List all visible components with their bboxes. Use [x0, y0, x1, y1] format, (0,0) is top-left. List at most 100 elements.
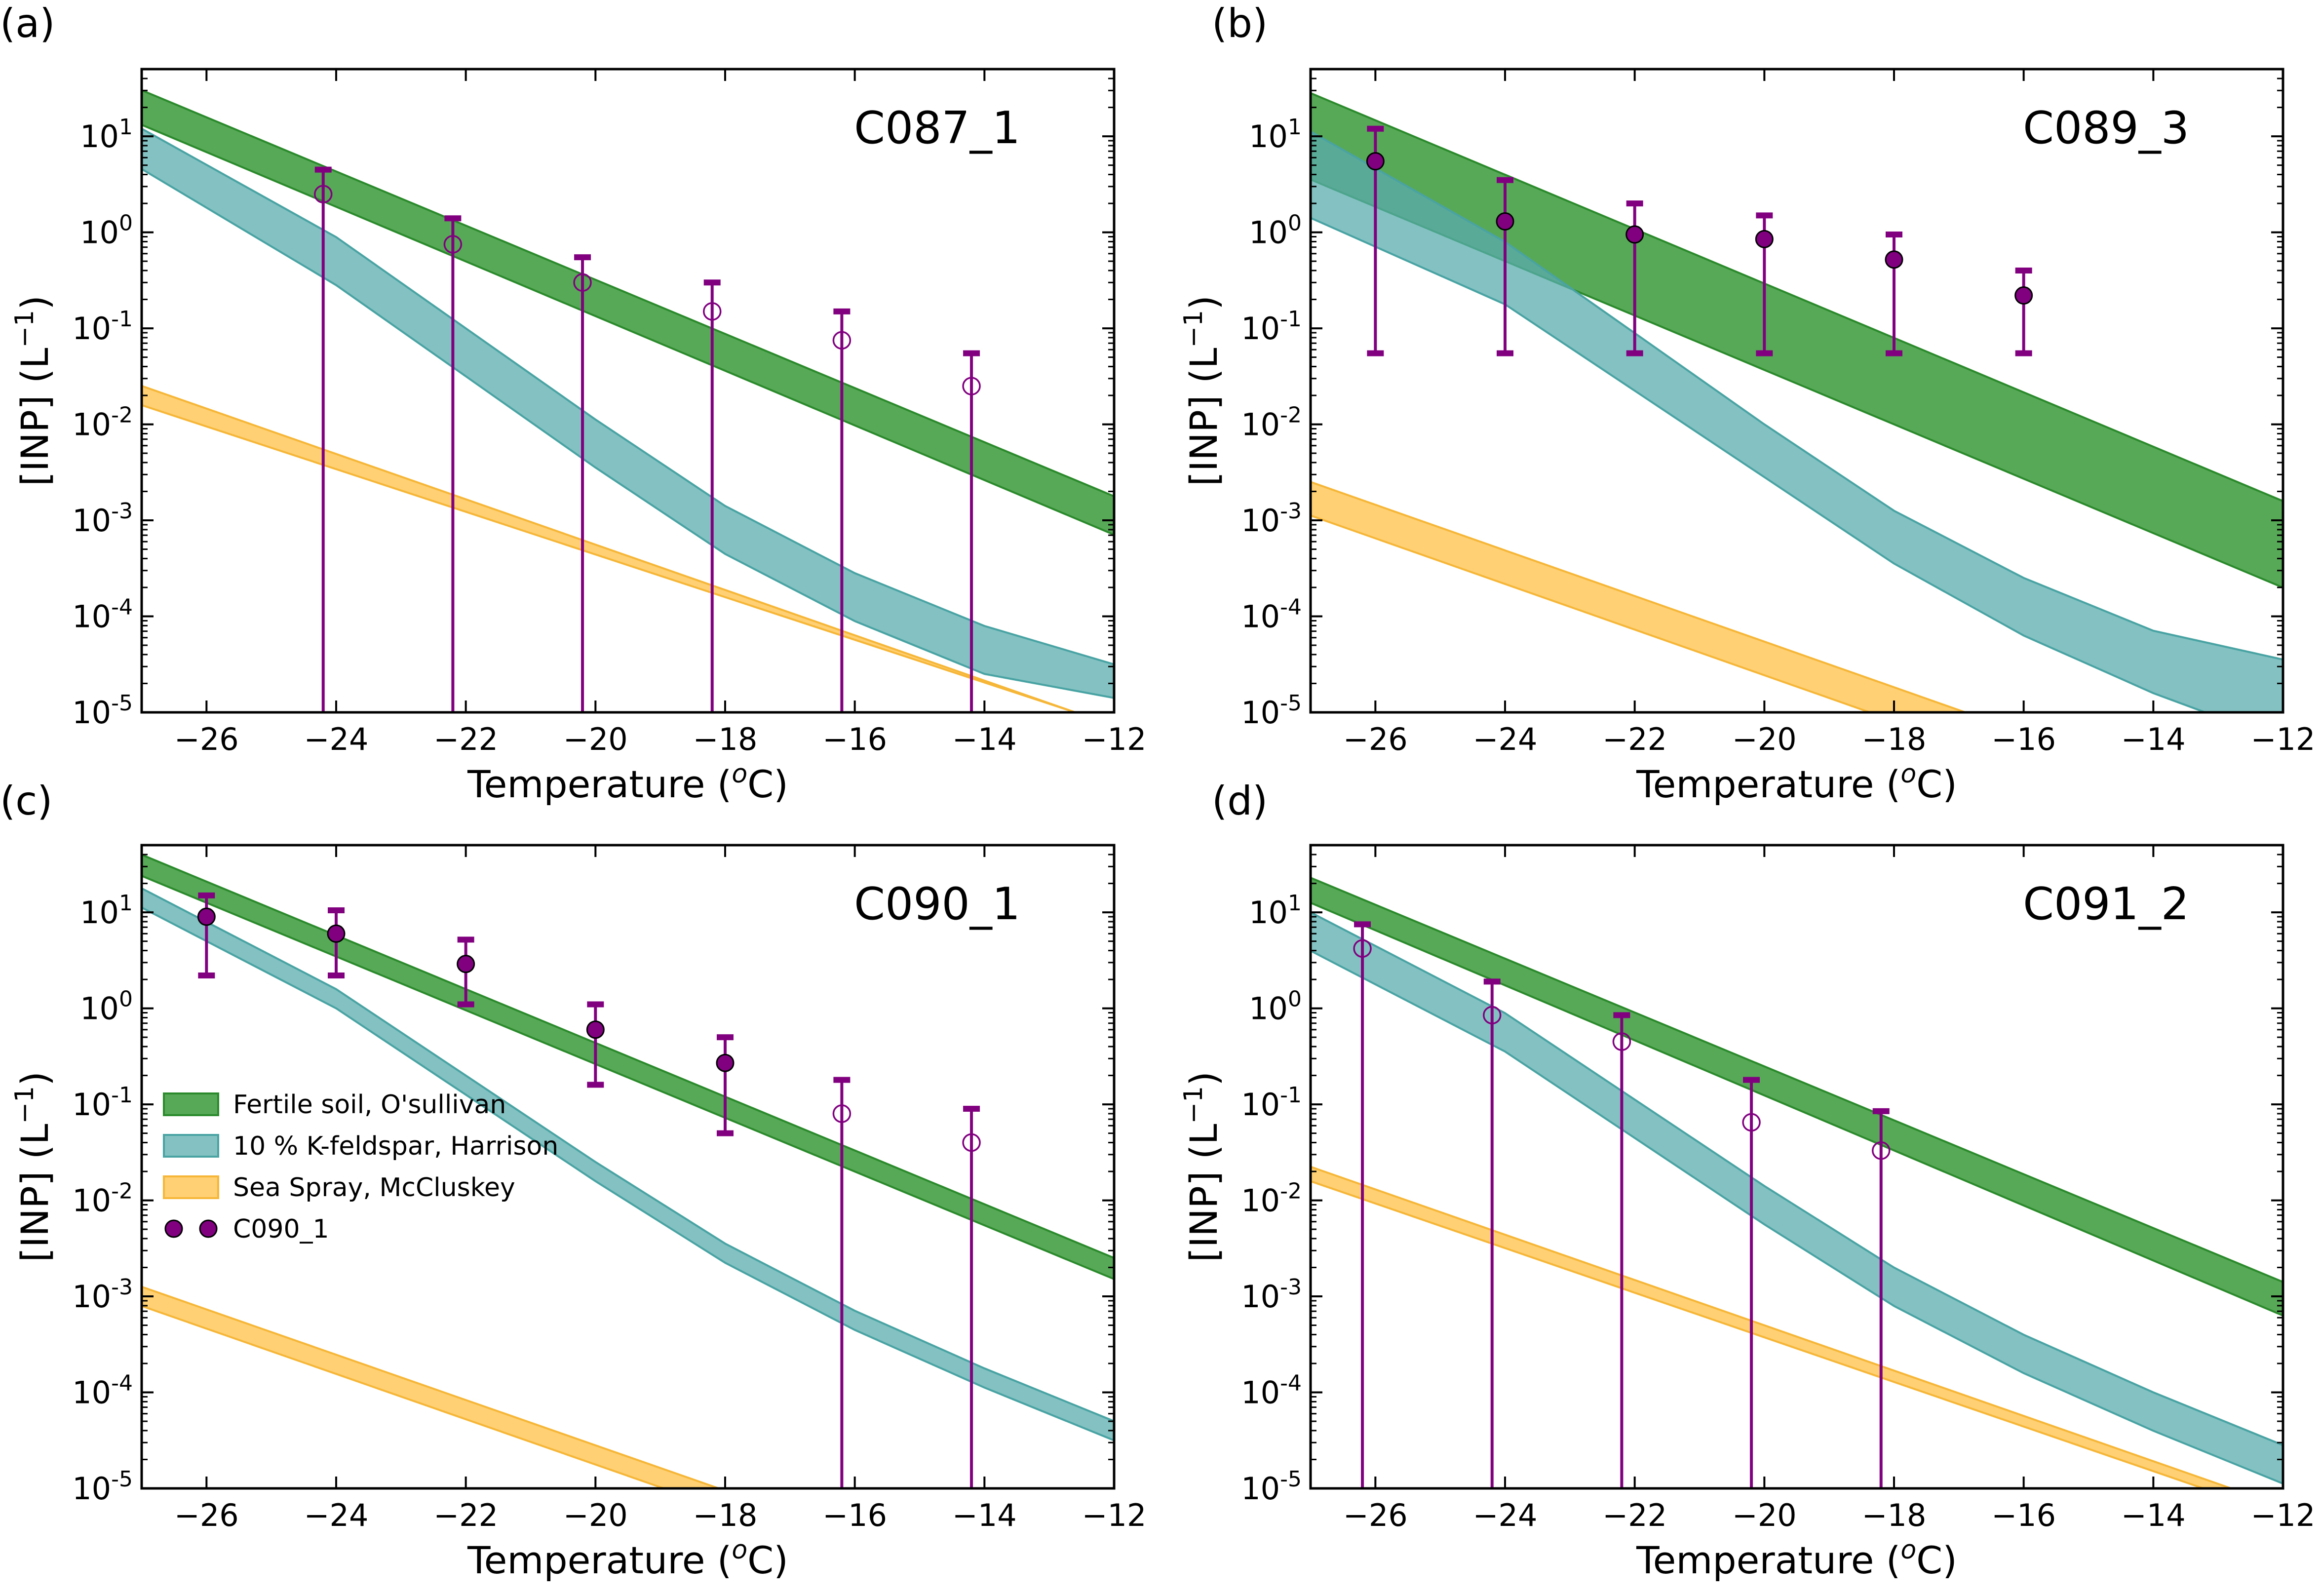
- x-axis-label: Temperature (oC): [467, 1535, 788, 1582]
- data-point: [327, 924, 346, 943]
- data-point: [702, 302, 722, 321]
- x-tick-label: −24: [304, 721, 369, 757]
- axes-frame: [1309, 68, 2284, 714]
- band-feldspar: [142, 127, 1114, 699]
- panel-title: C091_2: [2023, 878, 2189, 930]
- plot-area: [142, 854, 1114, 1488]
- legend-marker: [199, 1219, 218, 1238]
- y-tick-label: 10-4: [72, 1371, 133, 1411]
- data-point: [457, 955, 475, 973]
- axes-frame: [140, 844, 1116, 1490]
- x-tick-label: −24: [1473, 721, 1538, 757]
- x-tick-label: −22: [433, 721, 498, 757]
- x-tick-label: −18: [1862, 1497, 1927, 1533]
- panel-title: C089_3: [2023, 102, 2189, 154]
- x-tick-label: −18: [1862, 721, 1927, 757]
- band-seaspray: [1311, 1166, 2232, 1488]
- panel-label: (c): [0, 778, 52, 824]
- x-tick-label: −12: [2251, 1497, 2316, 1533]
- data-point: [1755, 230, 1774, 248]
- x-tick-label: −16: [1991, 721, 2056, 757]
- x-tick-label: −20: [1732, 1497, 1797, 1533]
- data-point: [1482, 1006, 1502, 1025]
- data-point: [1353, 939, 1372, 958]
- band-feldspar: [1311, 911, 2283, 1485]
- band-feldspar: [142, 887, 1114, 1441]
- data-point: [313, 185, 333, 203]
- y-tick-label: 101: [1249, 891, 1302, 931]
- legend-label: Fertile soil, O'sullivan: [233, 1090, 506, 1120]
- band-seaspray: [142, 1285, 720, 1488]
- y-tick-label: 10-4: [72, 595, 133, 635]
- y-tick-label: 101: [1249, 115, 1302, 155]
- panel-title: C090_1: [854, 878, 1020, 930]
- band-seaspray: [142, 385, 1076, 712]
- x-tick-label: −16: [822, 721, 887, 757]
- panel-label: (a): [0, 0, 55, 46]
- y-axis-label: [INP] (L−1): [1179, 1071, 1226, 1262]
- y-tick-label: 10-1: [1241, 1083, 1302, 1123]
- data-point: [1496, 212, 1514, 231]
- data-point: [197, 907, 216, 926]
- data-point: [962, 377, 981, 395]
- y-tick-label: 100: [1249, 987, 1302, 1027]
- band-soil: [142, 89, 1114, 536]
- y-tick-label: 10-4: [1241, 1371, 1302, 1411]
- panel-a: −26 −24 −22 −20 −18 −16 −14 −12 10-5 10-4 10-3 10-2…: [0, 0, 1146, 806]
- data-point: [443, 235, 463, 254]
- y-axis-label: [INP] (L−1): [1179, 295, 1226, 486]
- data-point: [1625, 225, 1644, 244]
- y-tick-label: 10-2: [1241, 1179, 1302, 1219]
- data-point: [1366, 152, 1385, 171]
- y-tick-label: 10-2: [1241, 403, 1302, 443]
- y-tick-label: 100: [1249, 211, 1302, 251]
- x-tick-label: −26: [174, 1497, 239, 1533]
- panel-b: −26 −24 −22 −20 −18 −16 −14 −12 10-5 10-4 10-3 10-2…: [1179, 0, 2315, 806]
- data-point: [2014, 286, 2033, 305]
- data-point: [1612, 1032, 1631, 1051]
- data-point: [573, 273, 592, 292]
- panel-c: −26 −24 −22 −20 −18 −16 −14 −12 10-5 10-4 10-3 10-2…: [0, 778, 1146, 1582]
- x-axis-label: Temperature (oC): [1636, 1535, 1957, 1582]
- x-tick-label: −26: [174, 721, 239, 757]
- data-point: [1871, 1141, 1891, 1160]
- plot-area: [142, 89, 1114, 712]
- y-tick-label: 100: [80, 211, 133, 251]
- x-tick-label: −16: [1991, 1497, 2056, 1533]
- legend-marker: [164, 1219, 183, 1238]
- data-point: [962, 1133, 981, 1152]
- band-feldspar: [1311, 130, 2283, 712]
- legend-swatch-seaspray: [163, 1175, 219, 1199]
- band-seaspray: [1311, 481, 1967, 712]
- legend-label: C090_1: [233, 1214, 329, 1244]
- y-tick-label: 10-1: [1241, 307, 1302, 347]
- y-tick-label: 101: [80, 891, 133, 931]
- axes-frame: [1309, 844, 2284, 1490]
- y-tick-label: 10-5: [1241, 1467, 1302, 1507]
- y-tick-label: 10-3: [1241, 1275, 1302, 1315]
- data-point: [716, 1053, 735, 1072]
- x-tick-label: −14: [952, 721, 1017, 757]
- x-tick-label: −14: [952, 1497, 1017, 1533]
- x-tick-label: −12: [2251, 721, 2316, 757]
- data-point: [1885, 250, 1903, 269]
- panel-d: −26 −24 −22 −20 −18 −16 −14 −12 10-5 10-4 10-3 10-2…: [1179, 778, 2315, 1582]
- x-tick-label: −22: [433, 1497, 498, 1533]
- y-tick-label: 10-5: [1241, 691, 1302, 731]
- panel-label: (d): [1212, 778, 1268, 824]
- x-tick-label: −18: [693, 1497, 758, 1533]
- y-tick-label: 10-3: [1241, 499, 1302, 539]
- band-soil: [1311, 876, 2283, 1317]
- panel-title: C087_1: [854, 102, 1020, 154]
- band-soil: [1311, 92, 2283, 589]
- y-tick-label: 10-5: [72, 1467, 133, 1507]
- x-tick-label: −12: [1082, 1497, 1147, 1533]
- legend-swatch-feldspar: [163, 1134, 219, 1158]
- band-soil: [142, 854, 1114, 1281]
- x-tick-label: −22: [1602, 1497, 1667, 1533]
- x-tick-label: −24: [304, 1497, 369, 1533]
- y-tick-label: 10-2: [72, 403, 133, 443]
- legend-label: Sea Spray, McCluskey: [233, 1173, 515, 1203]
- x-tick-label: −26: [1343, 1497, 1408, 1533]
- legend-label: 10 % K-feldspar, Harrison: [233, 1131, 558, 1161]
